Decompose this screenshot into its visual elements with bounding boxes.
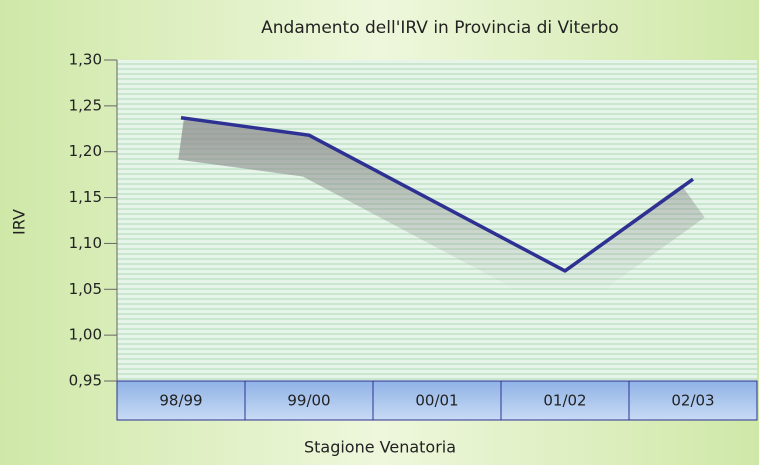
line [180,116,695,273]
x-axis-title: Stagione Venatoria [304,438,456,457]
y-tick-label: 1,20 [69,142,102,160]
x-tick-label: 98/99 [159,392,202,410]
y-tick-label: 0,95 [69,372,102,390]
x-tick-label: 00/01 [415,392,458,410]
y-axis-title: IRV [10,209,29,235]
y-tick-label: 1,05 [69,280,102,298]
line-shadow [178,119,705,317]
y-tick-label: 1,10 [69,234,102,252]
y-tick-label: 1,25 [69,96,102,114]
y-tick-label: 1,00 [69,326,102,344]
category-band [116,380,758,421]
y-tick-label: 1,15 [69,188,102,206]
chart-title: Andamento dell'IRV in Provincia di Viter… [261,18,619,38]
y-tick-label: 1,30 [69,51,102,69]
x-tick-label: 02/03 [671,392,714,410]
x-tick-label: 01/02 [543,392,586,410]
x-tick-label: 99/00 [287,392,330,410]
